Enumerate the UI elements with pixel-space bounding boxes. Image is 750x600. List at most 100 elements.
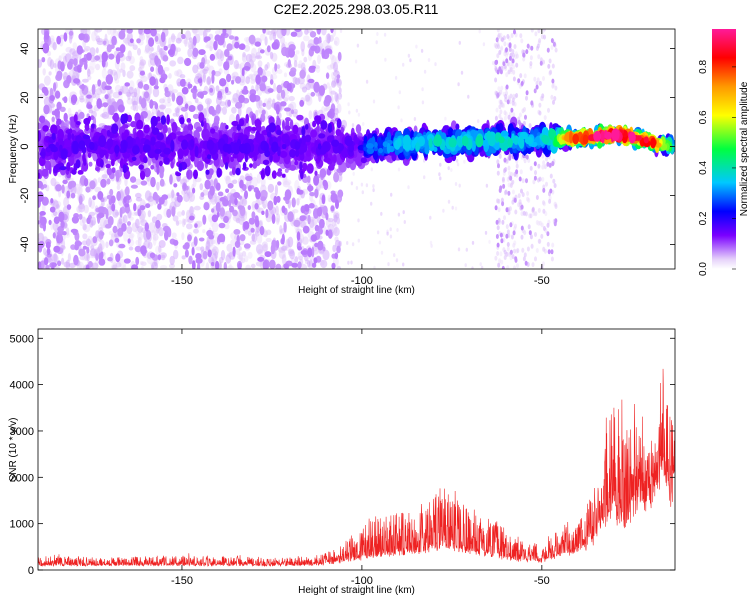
spectral-blob — [94, 29, 103, 33]
spectral-blob — [100, 178, 107, 188]
spectral-blob — [505, 233, 509, 239]
spectral-blob — [281, 205, 286, 214]
spectrogram-blobs — [38, 29, 675, 269]
spectral-blob — [321, 48, 326, 59]
spectral-blob — [429, 215, 432, 220]
spectral-blob — [512, 69, 516, 75]
spectral-blob — [333, 40, 338, 45]
spectral-blob — [471, 140, 476, 152]
spectral-blob — [157, 64, 164, 75]
spectral-blob — [538, 176, 542, 182]
spectral-blob — [294, 141, 301, 150]
spectral-blob — [95, 253, 99, 261]
spectral-blob — [261, 75, 268, 83]
spectral-blob — [164, 230, 169, 241]
spectral-blob — [284, 107, 291, 112]
spectral-blob — [197, 78, 203, 84]
spectral-blob — [268, 122, 276, 133]
spectral-blob — [157, 254, 162, 261]
spectral-blob — [506, 242, 510, 247]
spectral-blob — [516, 248, 520, 254]
spectral-blob — [122, 151, 131, 159]
spectral-blob — [327, 33, 331, 44]
spectral-blob — [248, 34, 256, 45]
spectral-blob — [519, 169, 523, 175]
spectral-blob — [299, 69, 306, 79]
spectral-blob — [503, 41, 507, 47]
spectral-blob — [214, 195, 222, 205]
spectral-blob — [514, 209, 518, 215]
spectral-blob — [506, 99, 510, 105]
spectral-blob — [316, 124, 320, 133]
spectral-blob — [509, 93, 513, 99]
spectral-blob — [552, 99, 555, 105]
spectral-blob — [155, 29, 162, 33]
spectral-blob — [130, 176, 137, 183]
spectral-blob — [534, 256, 537, 262]
spectral-blob — [217, 233, 226, 243]
spectral-blob — [541, 164, 545, 170]
spectral-blob — [242, 161, 247, 170]
spectral-blob — [530, 243, 534, 249]
spectral-blob — [542, 208, 546, 214]
spectral-blob — [334, 92, 339, 102]
spectral-blob — [206, 76, 212, 86]
spectral-blob — [458, 183, 461, 188]
spectral-blob — [179, 74, 186, 79]
spectral-blob — [182, 183, 187, 190]
spectral-blob — [281, 245, 288, 251]
spectral-blob — [539, 60, 543, 66]
spectral-blob — [357, 238, 360, 243]
spectral-blob — [193, 169, 198, 180]
spectral-blob — [115, 262, 122, 268]
spectral-blob — [149, 76, 156, 86]
spectral-blob — [338, 173, 343, 182]
spectral-blob — [339, 29, 343, 33]
spectral-blob — [528, 230, 532, 236]
spectral-blob — [246, 126, 252, 132]
spectral-blob — [38, 180, 43, 189]
spectral-blob — [209, 185, 215, 196]
spectral-blob — [554, 204, 558, 209]
spectral-blob — [510, 234, 514, 240]
spectral-blob — [550, 256, 554, 262]
spectral-blob — [521, 192, 525, 198]
spectral-blob — [495, 234, 499, 239]
spectral-blob — [317, 54, 321, 65]
spectral-blob — [209, 53, 216, 61]
spectral-blob — [39, 151, 46, 157]
spectral-blob — [260, 177, 266, 187]
spectral-blob — [295, 50, 300, 55]
spectral-blob — [54, 90, 61, 99]
spectral-blob — [82, 78, 89, 83]
spectral-blob — [78, 203, 85, 210]
spectral-blob — [170, 139, 175, 153]
spectral-blob — [255, 244, 264, 254]
spectral-blob — [499, 251, 503, 257]
spectral-blob — [244, 190, 248, 200]
spectral-blob — [78, 248, 86, 257]
spectral-blob — [128, 246, 134, 251]
spectral-blob — [208, 105, 215, 115]
spectral-blob — [309, 31, 317, 38]
spectral-blob — [375, 40, 378, 45]
spectral-blob — [348, 110, 351, 115]
spectral-blob — [300, 170, 304, 180]
spectral-blob — [119, 68, 123, 73]
spectral-blob — [97, 79, 102, 87]
spectral-blob — [550, 38, 554, 44]
spectral-blob — [499, 185, 503, 191]
spectral-blob — [496, 92, 500, 98]
spectral-blob — [218, 222, 226, 229]
spectral-blob — [160, 31, 166, 43]
spectral-blob — [193, 228, 199, 234]
spectral-blob — [208, 234, 215, 240]
spectral-blob — [301, 86, 308, 93]
spectral-blob — [60, 61, 65, 72]
spectral-blob — [115, 47, 121, 52]
spectral-blob — [151, 261, 158, 269]
spectral-blob — [314, 224, 320, 232]
spectral-blob — [297, 261, 302, 269]
spectral-blob — [68, 30, 74, 36]
spectral-blob — [283, 221, 287, 233]
